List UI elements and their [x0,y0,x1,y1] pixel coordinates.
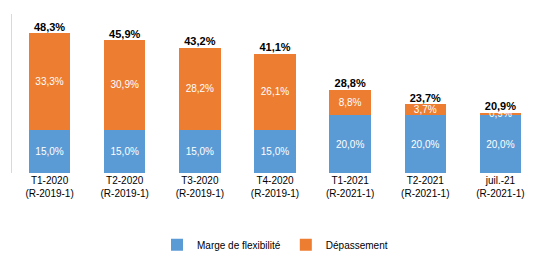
svg-text:15,0%: 15,0% [186,146,214,157]
svg-text:T2-2020(R-2019-1): T2-2020(R-2019-1) [101,175,149,199]
svg-text:15,0%: 15,0% [35,146,63,157]
svg-text:20,0%: 20,0% [486,139,514,150]
svg-text:Marge de flexibilité: Marge de flexibilité [197,240,281,251]
svg-text:0,9%: 0,9% [489,108,512,119]
svg-text:20,0%: 20,0% [336,139,364,150]
svg-text:15,0%: 15,0% [110,146,138,157]
svg-text:8,8%: 8,8% [339,97,362,108]
svg-text:T1-2020(R-2019-1): T1-2020(R-2019-1) [25,175,73,199]
svg-text:T1-2021(R-2021-1): T1-2021(R-2021-1) [326,175,374,199]
svg-text:26,1%: 26,1% [261,86,289,97]
svg-text:T4-2020(R-2019-1): T4-2020(R-2019-1) [251,175,299,199]
svg-text:T3-2020(R-2019-1): T3-2020(R-2019-1) [176,175,224,199]
svg-text:33,3%: 33,3% [35,76,63,87]
svg-text:20,0%: 20,0% [411,139,439,150]
svg-text:48,3%: 48,3% [34,21,65,33]
svg-text:28,2%: 28,2% [186,83,214,94]
svg-text:43,2%: 43,2% [184,35,215,47]
svg-text:juil.-21(R-2021-1): juil.-21(R-2021-1) [476,175,524,199]
svg-text:15,0%: 15,0% [261,146,289,157]
svg-text:20,9%: 20,9% [485,100,516,112]
svg-text:41,1%: 41,1% [259,41,290,53]
svg-text:3,7%: 3,7% [414,104,437,115]
svg-text:30,9%: 30,9% [110,79,138,90]
svg-text:23,7%: 23,7% [410,92,441,104]
svg-text:T2-2021(R-2021-1): T2-2021(R-2021-1) [401,175,449,199]
svg-text:Dépassement: Dépassement [326,240,388,251]
svg-text:28,8%: 28,8% [335,77,366,89]
svg-text:45,9%: 45,9% [109,28,140,40]
